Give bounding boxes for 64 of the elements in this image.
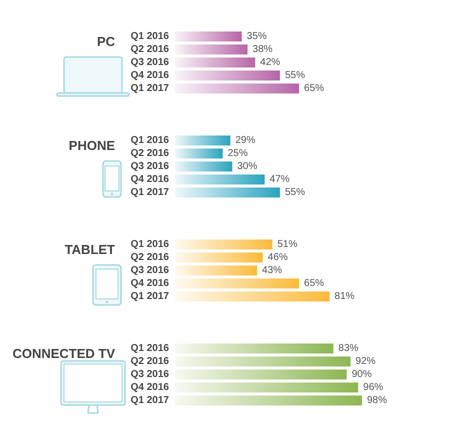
chart-title: PC xyxy=(96,34,116,49)
data-label: 30% xyxy=(237,161,258,172)
y-tick-label: Q3 2016 xyxy=(130,265,170,276)
y-tick-label: Q4 2016 xyxy=(130,70,170,81)
y-tick-label: Q1 2016 xyxy=(130,31,170,42)
bar xyxy=(175,252,263,262)
bar xyxy=(175,266,258,276)
data-label: 46% xyxy=(268,252,288,263)
bar xyxy=(175,188,280,198)
bar xyxy=(175,70,280,80)
bar xyxy=(175,174,265,184)
bar xyxy=(175,396,362,406)
y-tick-label: Q2 2016 xyxy=(130,356,170,367)
bar xyxy=(175,278,300,288)
y-tick-label: Q1 2017 xyxy=(130,291,170,302)
text: CONNECTED TV xyxy=(12,346,116,361)
data-label: 92% xyxy=(356,356,376,367)
bar xyxy=(175,292,330,302)
data-label: 42% xyxy=(260,57,280,68)
y-tick-label: Q4 2016 xyxy=(130,278,170,289)
bar xyxy=(175,84,300,94)
data-label: 55% xyxy=(284,70,306,81)
data-label: 83% xyxy=(338,343,358,354)
y-tick-label: Q3 2016 xyxy=(130,369,170,380)
chart-title: TABLET xyxy=(64,242,116,257)
y-tick-label: Q2 2016 xyxy=(130,148,170,159)
data-label: 47% xyxy=(270,174,290,185)
bar xyxy=(175,44,248,54)
data-label: 25% xyxy=(228,148,248,159)
data-label: 35% xyxy=(246,31,267,42)
bar xyxy=(175,370,347,380)
bar xyxy=(175,162,232,172)
y-tick-label: Q3 2016 xyxy=(130,161,170,172)
y-tick-label: Q1 2016 xyxy=(130,239,170,250)
y-tick-label: Q4 2016 xyxy=(130,382,170,393)
data-label: 81% xyxy=(334,291,355,302)
bar xyxy=(175,344,334,354)
bar xyxy=(175,148,223,158)
data-label: 65% xyxy=(304,278,324,289)
data-label: 29% xyxy=(235,135,256,146)
bar xyxy=(175,58,256,68)
y-tick-label: Q3 2016 xyxy=(130,57,170,68)
bar xyxy=(175,356,351,366)
data-label: 96% xyxy=(363,382,384,393)
y-tick-label: Q4 2016 xyxy=(130,174,170,185)
data-label: 55% xyxy=(284,187,306,198)
data-label: 51% xyxy=(277,239,298,250)
y-tick-label: Q1 2017 xyxy=(130,395,170,406)
bar xyxy=(175,32,242,42)
bar xyxy=(175,136,230,146)
data-label: 65% xyxy=(304,83,324,94)
y-tick-label: Q1 2016 xyxy=(130,135,170,146)
bar xyxy=(175,382,358,392)
y-tick-label: Q2 2016 xyxy=(130,44,170,55)
data-label: 38% xyxy=(252,44,273,55)
data-label: 90% xyxy=(352,369,372,380)
y-tick-label: Q2 2016 xyxy=(130,252,170,263)
chart-title: PHONE xyxy=(68,138,116,153)
y-tick-label: Q1 2017 xyxy=(130,187,170,198)
data-label: 43% xyxy=(262,265,282,276)
bar xyxy=(175,240,272,250)
y-tick-label: Q1 2016 xyxy=(130,343,170,354)
data-label: 98% xyxy=(367,395,388,406)
y-tick-label: Q1 2017 xyxy=(130,83,170,94)
